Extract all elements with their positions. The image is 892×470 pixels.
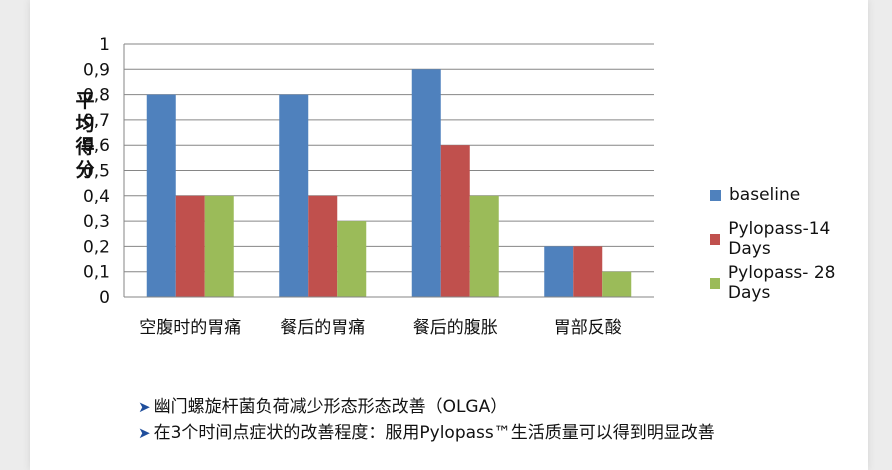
- bar-1-3: [411, 69, 441, 297]
- note-quality-of-life: ➤ 在3个时间点症状的改善程度：服用Pylopass™生活质量可以得到明显改善: [138, 420, 715, 446]
- note-olga: ➤ 幽门螺旋杆菌负荷减少形态形态改善（OLGA）: [138, 394, 715, 420]
- y-tick-label: 0,3: [83, 212, 110, 232]
- y-tick-label: 0,7: [83, 111, 110, 131]
- legend-item-baseline: baseline: [710, 184, 868, 206]
- legend-swatch-baseline: [710, 189, 721, 201]
- x-tick-label: 餐后的腹胀: [413, 318, 498, 338]
- y-tick-label: 0,2: [83, 237, 110, 257]
- y-axis-label-char-4: 分: [75, 159, 95, 181]
- bar-2-4: [573, 246, 603, 297]
- x-tick-label: 空腹时的胃痛: [139, 318, 241, 338]
- y-tick-label: 0,6: [83, 136, 110, 156]
- arrow-bullet-icon: ➤: [138, 424, 151, 442]
- legend: baseline Pylopass-14 Days Pylopass- 28 D…: [710, 184, 868, 316]
- y-tick-label: 0,4: [83, 187, 110, 207]
- bar-3-3: [469, 195, 499, 297]
- legend-item-14-days: Pylopass-14 Days: [710, 219, 868, 259]
- legend-item-28-days: Pylopass- 28 Days: [710, 263, 868, 303]
- legend-label-28-days: Pylopass- 28 Days: [727, 263, 836, 303]
- note-olga-text: 幽门螺旋杆菌负荷减少形态形态改善（OLGA）: [153, 397, 508, 417]
- legend-swatch-14-days: [710, 233, 721, 245]
- y-tick-label: 0,5: [83, 162, 110, 182]
- bar-3-2: [337, 221, 367, 297]
- bar-chart: 0 0,1 0,2 0,3 0,4 0,5 0,6 0,7 0,8 0,9 1 空腹时的胃痛 餐后的胃痛…: [83, 35, 654, 338]
- x-tick-label: 胃部反酸: [554, 318, 622, 338]
- bar-1-1: [146, 94, 176, 297]
- bar-2-3: [440, 145, 470, 297]
- arrow-bullet-icon: ➤: [138, 398, 151, 416]
- y-tick-label: 1: [99, 35, 110, 55]
- slide: 0 0,1 0,2 0,3 0,4 0,5 0,6 0,7 0,8 0,9 1 空腹时的胃痛 餐后的胃痛…: [30, 0, 868, 470]
- y-tick-label: 0: [99, 288, 110, 308]
- y-tick-label: 0,8: [83, 86, 110, 106]
- y-axis-label: 平 均 得 分: [74, 90, 96, 182]
- bar-1-4: [544, 246, 574, 297]
- bar-1-2: [279, 94, 309, 297]
- note-quality-of-life-text: 在3个时间点症状的改善程度：服用Pylopass™生活质量可以得到明显改善: [153, 423, 715, 443]
- y-tick-label: 0,9: [83, 60, 110, 80]
- notes: ➤ 幽门螺旋杆菌负荷减少形态形态改善（OLGA） ➤ 在3个时间点症状的改善程度…: [138, 394, 715, 446]
- y-axis-label-char-2: 均: [75, 113, 95, 135]
- bar-2-2: [308, 195, 338, 297]
- x-tick-label: 餐后的胃痛: [280, 318, 365, 338]
- legend-label-14-days: Pylopass-14 Days: [728, 219, 831, 259]
- bar-3-1: [204, 195, 234, 297]
- legend-swatch-28-days: [710, 277, 720, 289]
- y-axis-label-char-1: 平: [75, 90, 95, 112]
- y-axis-label-char-3: 得: [75, 136, 95, 158]
- bar-2-1: [175, 195, 205, 297]
- legend-label-baseline: baseline: [729, 185, 801, 205]
- bar-3-4: [602, 271, 632, 297]
- y-tick-label: 0,1: [83, 263, 110, 283]
